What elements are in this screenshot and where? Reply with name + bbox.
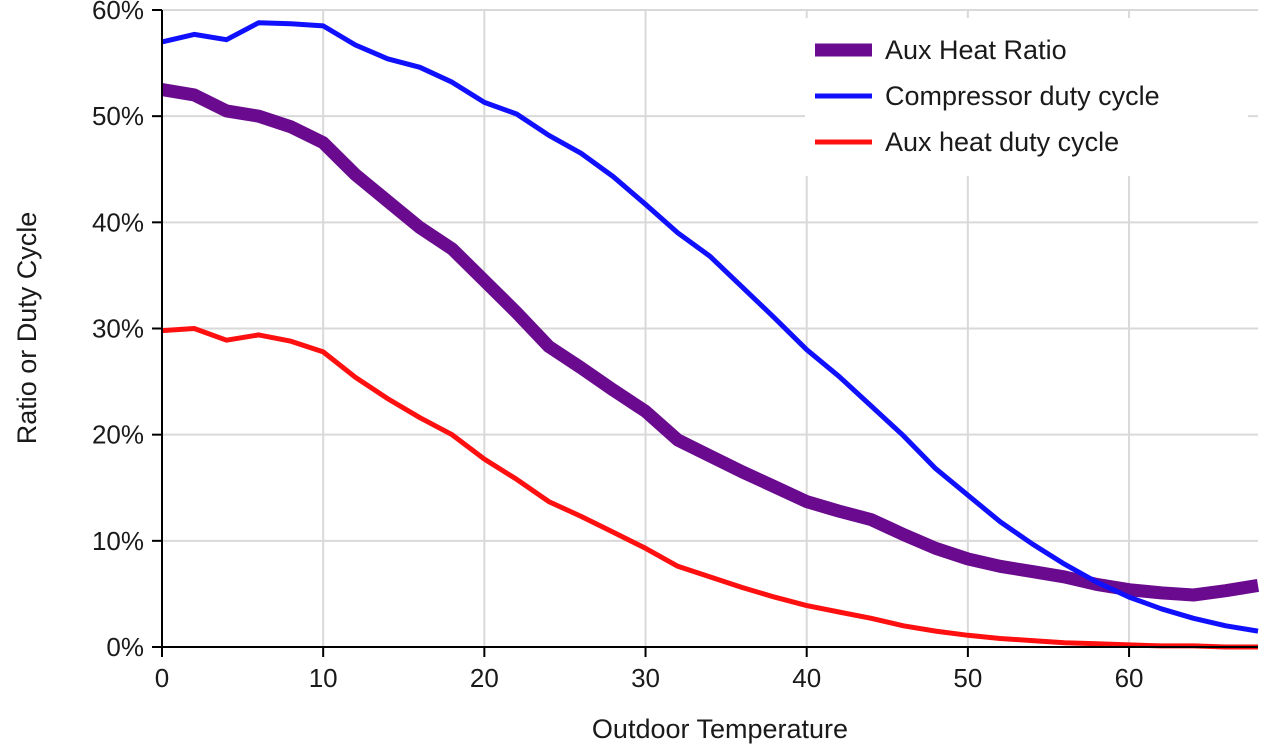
y-tick-label: 50% [92, 101, 144, 131]
legend-label-1: Aux Heat Ratio [885, 35, 1067, 65]
x-tick-label: 30 [631, 663, 660, 693]
y-tick-label: 20% [92, 420, 144, 450]
x-axis-title: Outdoor Temperature [592, 714, 848, 744]
legend-label-3: Aux heat duty cycle [885, 127, 1119, 157]
series-lines [160, 20, 1260, 650]
y-axis-title: Ratio or Duty Cycle [12, 212, 42, 445]
x-tick-label: 50 [953, 663, 982, 693]
y-tick-label: 60% [92, 0, 144, 25]
x-tick-label: 60 [1115, 663, 1144, 693]
x-tick-label: 40 [792, 663, 821, 693]
legend-label-2: Compressor duty cycle [885, 81, 1160, 111]
x-ticks: 0 10 20 30 40 50 60 [155, 647, 1144, 693]
legend-background [805, 18, 1248, 176]
series-line-3 [161, 326, 1258, 650]
series-line-1 [160, 83, 1260, 602]
y-tick-label: 0% [106, 632, 144, 662]
x-tick-label: 0 [155, 663, 169, 693]
legend: Aux Heat Ratio Compressor duty cycle Aux h… [805, 18, 1248, 176]
y-tick-label: 40% [92, 207, 144, 237]
y-tick-label: 10% [92, 526, 144, 556]
x-tick-label: 20 [470, 663, 499, 693]
x-tick-label: 10 [309, 663, 338, 693]
series-line-2 [161, 20, 1259, 634]
y-tick-label: 30% [92, 314, 144, 344]
y-ticks: 0% 10% 20% 30% 40% 50% 60% [92, 0, 162, 662]
